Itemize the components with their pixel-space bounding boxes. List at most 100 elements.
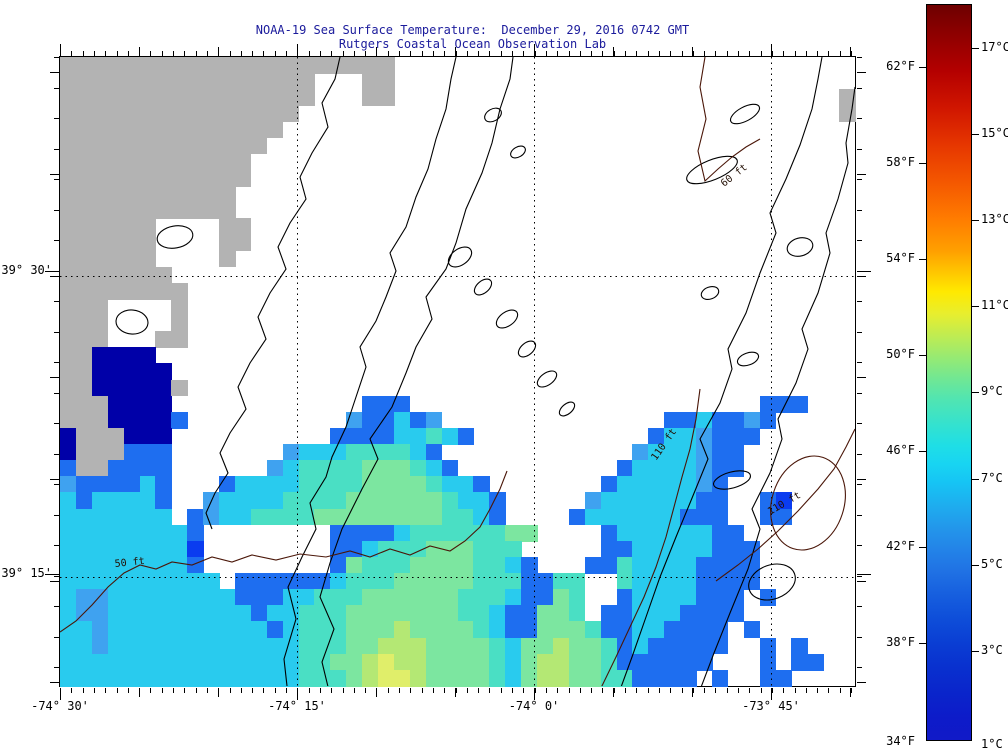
sst-cell bbox=[91, 605, 109, 623]
axis-tick bbox=[50, 682, 59, 683]
axis-tick bbox=[857, 682, 866, 683]
sst-cell bbox=[155, 605, 172, 623]
land-cell bbox=[75, 202, 93, 219]
land-cell bbox=[298, 73, 316, 90]
sst-cell bbox=[123, 653, 141, 671]
sst-cell bbox=[91, 363, 109, 381]
land-cell bbox=[219, 73, 236, 90]
sst-cell bbox=[696, 621, 713, 639]
sst-cell bbox=[393, 460, 411, 478]
sst-cell bbox=[155, 524, 172, 542]
sst-cell bbox=[60, 444, 77, 461]
land-cell bbox=[187, 169, 204, 187]
axis-tick bbox=[794, 51, 796, 56]
gridline-vertical bbox=[534, 57, 535, 686]
sst-cell bbox=[171, 621, 188, 639]
sst-cell bbox=[696, 556, 713, 574]
axis-tick bbox=[399, 688, 400, 693]
depth-label: 110 ft bbox=[766, 490, 803, 518]
axis-tick bbox=[150, 51, 152, 56]
island-contour bbox=[495, 309, 519, 329]
sst-cell bbox=[505, 605, 522, 623]
sst-cell bbox=[378, 476, 395, 494]
sst-cell bbox=[680, 411, 697, 429]
axis-tick bbox=[54, 331, 59, 333]
axis-tick bbox=[857, 479, 866, 480]
axis-tick bbox=[150, 688, 152, 693]
sst-cell bbox=[680, 589, 697, 607]
axis-tick bbox=[857, 301, 862, 302]
axis-tick bbox=[353, 688, 355, 693]
axis-tick bbox=[602, 51, 604, 56]
colorbar-celsius-label: 9°C bbox=[981, 384, 1003, 398]
axis-tick bbox=[54, 179, 59, 180]
land-cell bbox=[107, 105, 125, 123]
sst-cell bbox=[75, 653, 93, 671]
sst-cell bbox=[330, 669, 347, 687]
sst-cell bbox=[473, 653, 490, 671]
axis-tick bbox=[857, 575, 862, 577]
sst-cell bbox=[139, 508, 157, 526]
sst-cell bbox=[727, 411, 745, 429]
land-cell bbox=[91, 202, 109, 219]
land-cell bbox=[75, 460, 93, 478]
axis-tick bbox=[71, 51, 73, 56]
sst-cell bbox=[664, 556, 681, 574]
land-cell bbox=[187, 186, 204, 203]
sst-cell bbox=[155, 589, 172, 607]
land-cell bbox=[171, 202, 188, 219]
axis-tick bbox=[195, 51, 197, 56]
sst-cell bbox=[266, 669, 284, 687]
axis-tick bbox=[670, 51, 672, 56]
depth-contour bbox=[601, 388, 701, 686]
sst-cell bbox=[505, 669, 522, 687]
land-cell bbox=[75, 395, 93, 413]
land-cell bbox=[139, 250, 157, 268]
axis-tick bbox=[579, 51, 581, 56]
land-cell bbox=[171, 331, 188, 348]
depth-contour bbox=[770, 455, 846, 551]
land-cell bbox=[123, 282, 141, 300]
sst-cell bbox=[123, 556, 141, 574]
sst-cell bbox=[680, 476, 697, 494]
land-cell bbox=[139, 89, 157, 107]
colorbar-tick bbox=[919, 67, 927, 68]
sst-cell bbox=[600, 605, 618, 623]
sst-cell bbox=[234, 508, 252, 526]
sst-cell bbox=[441, 605, 459, 623]
sst-cell bbox=[314, 492, 331, 510]
sst-cell bbox=[393, 637, 411, 655]
sst-cell bbox=[171, 411, 188, 429]
sst-cell bbox=[266, 476, 284, 494]
sst-cell bbox=[91, 669, 109, 687]
sst-cell bbox=[791, 637, 808, 655]
sst-cell bbox=[632, 556, 649, 574]
land-cell bbox=[107, 444, 125, 461]
axis-tick bbox=[387, 688, 389, 693]
sst-cell bbox=[664, 476, 681, 494]
land-cell bbox=[155, 282, 172, 300]
sst-cell bbox=[378, 492, 395, 510]
sst-cell bbox=[60, 669, 77, 687]
sst-cell bbox=[107, 508, 125, 526]
axis-tick bbox=[432, 688, 434, 693]
sst-cell bbox=[600, 540, 618, 558]
land-cell bbox=[91, 121, 109, 139]
axis-tick bbox=[50, 479, 59, 480]
axis-tick bbox=[805, 51, 807, 56]
land-cell bbox=[155, 186, 172, 203]
sst-cell bbox=[266, 637, 284, 655]
sst-cell bbox=[648, 524, 665, 542]
island-contour bbox=[510, 145, 526, 159]
sst-cell bbox=[60, 460, 77, 478]
axis-tick bbox=[625, 688, 626, 693]
land-cell bbox=[60, 137, 77, 155]
sst-cell bbox=[425, 444, 443, 461]
land-cell bbox=[282, 89, 300, 107]
island-contour bbox=[484, 107, 502, 123]
sst-cell bbox=[107, 411, 125, 429]
axis-tick bbox=[557, 688, 559, 693]
land-cell bbox=[171, 315, 188, 332]
sst-cell bbox=[123, 621, 141, 639]
colorbar-fahrenheit-label: 38°F bbox=[886, 635, 915, 649]
